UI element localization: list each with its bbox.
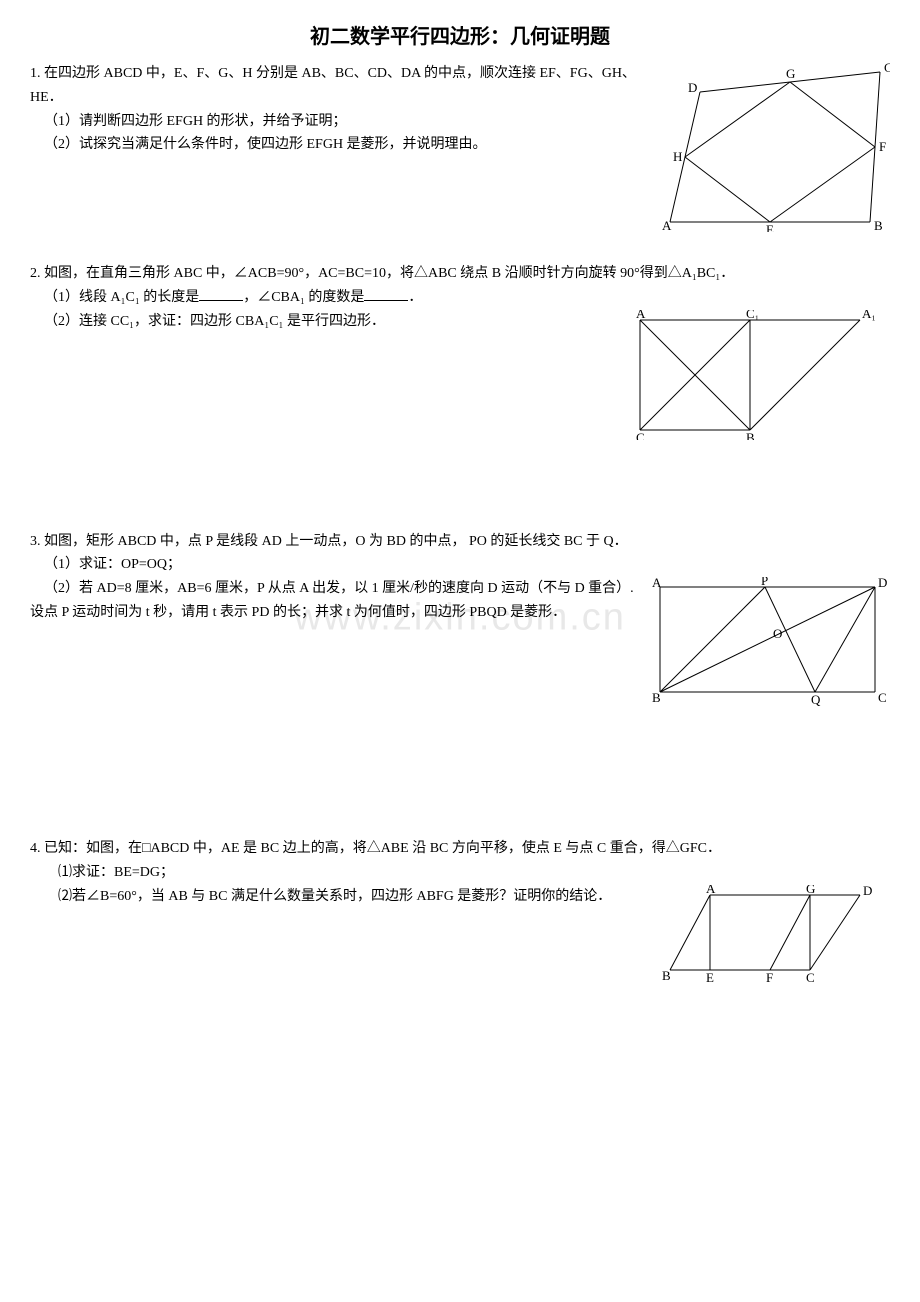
svg-text:C₁: C₁ [746, 310, 759, 321]
figure-4: A G D B E F C [660, 885, 890, 985]
svg-text:P: P [761, 577, 768, 588]
svg-text:D: D [688, 80, 697, 95]
problem-1: ABCDEFGH 1. 在四边形 ABCD 中，E、F、G、H 分别是 AB、B… [30, 62, 890, 232]
p2-q1b: ，∠CBA₁ 的度数是 [243, 290, 364, 305]
p2-q1a: （1）线段 A₁C₁ 的长度是 [44, 290, 199, 305]
p4-stem: 4. 已知：如图，在□ABCD 中，AE 是 BC 边上的高，将△ABE 沿 B… [30, 837, 890, 861]
svg-text:C: C [878, 690, 887, 705]
figure-3: A P D B Q C O [650, 577, 890, 707]
p3-q1: （1）求证：OP=OQ； [30, 553, 890, 577]
svg-text:B: B [662, 968, 671, 983]
problem-2: 2. 如图，在直角三角形 ABC 中，∠ACB=90°，AC=BC=10，将△A… [30, 262, 890, 440]
svg-text:C: C [636, 430, 645, 440]
p2-stem: 2. 如图，在直角三角形 ABC 中，∠ACB=90°，AC=BC=10，将△A… [30, 262, 890, 286]
p2-q1: （1）线段 A₁C₁ 的长度是 ，∠CBA₁ 的度数是 ． [30, 286, 890, 310]
svg-text:D: D [863, 885, 872, 898]
figure-2: A C B C₁ A₁ [630, 310, 890, 440]
svg-text:G: G [806, 885, 815, 896]
svg-text:B: B [746, 430, 755, 440]
svg-text:C: C [806, 970, 815, 985]
p4-q1: ⑴求证：BE=DG； [30, 861, 890, 885]
problem-3: www.zixin.com.cn 3. 如图，矩形 ABCD 中，点 P 是线段… [30, 530, 890, 708]
blank-2 [364, 286, 408, 301]
svg-text:O: O [773, 626, 782, 641]
svg-text:F: F [766, 970, 773, 985]
svg-text:A: A [662, 218, 672, 232]
svg-text:A: A [652, 577, 662, 590]
p3-stem: 3. 如图，矩形 ABCD 中，点 P 是线段 AD 上一动点，O 为 BD 的… [30, 530, 890, 554]
blank-1 [199, 286, 243, 301]
svg-text:Q: Q [811, 692, 821, 707]
svg-text:A: A [636, 310, 646, 321]
svg-text:F: F [879, 139, 886, 154]
page-title: 初二数学平行四边形：几何证明题 [30, 20, 890, 54]
p2-q1c: ． [408, 290, 422, 305]
problem-4: 4. 已知：如图，在□ABCD 中，AE 是 BC 边上的高，将△ABE 沿 B… [30, 837, 890, 985]
svg-text:D: D [878, 577, 887, 590]
svg-text:E: E [766, 222, 774, 232]
svg-text:G: G [786, 66, 795, 81]
svg-text:B: B [874, 218, 883, 232]
svg-text:C: C [884, 62, 890, 75]
figure-1: A B C D E F G H [660, 62, 890, 232]
svg-text:H: H [673, 149, 682, 164]
svg-text:E: E [706, 970, 714, 985]
svg-text:A: A [706, 885, 716, 896]
svg-text:A₁: A₁ [862, 310, 876, 321]
svg-text:B: B [652, 690, 661, 705]
